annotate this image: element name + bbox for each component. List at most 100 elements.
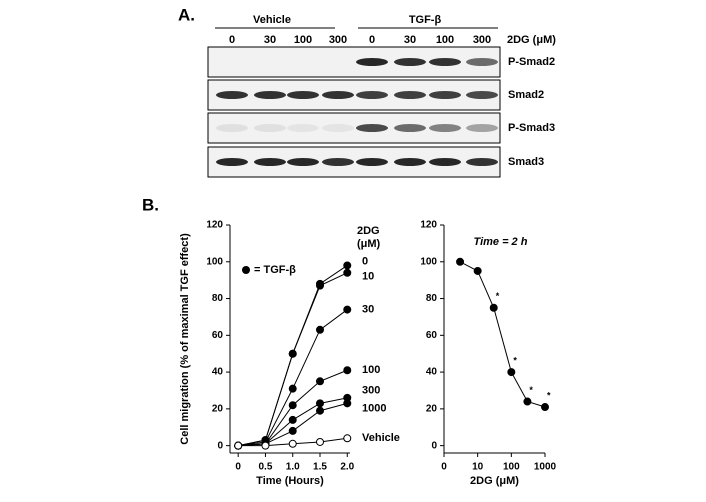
data-point [343, 261, 352, 270]
dose-label: 30 [404, 34, 416, 46]
x-tick-label: 1000 [534, 462, 557, 473]
y-tick-label: 80 [212, 293, 224, 304]
legend-title: (μM) [357, 238, 381, 250]
band [394, 58, 426, 66]
y-axis-label: Cell migration (% of maximal TGF effect) [179, 233, 191, 445]
band [429, 58, 461, 66]
band [356, 158, 388, 166]
y-tick-label: 120 [420, 220, 437, 231]
data-point [343, 434, 352, 443]
legend-marker [242, 266, 250, 274]
data-point [288, 401, 297, 410]
band [216, 158, 248, 166]
y-tick-label: 100 [206, 256, 223, 267]
y-tick-label: 20 [212, 404, 224, 415]
x-tick-label: 1.0 [286, 462, 300, 473]
band [466, 91, 498, 99]
band [466, 58, 498, 66]
data-point [456, 257, 465, 266]
band [322, 91, 354, 99]
dose-label: 30 [264, 34, 276, 46]
dose-header: 2DG (μM) [507, 34, 556, 46]
legend-label: = TGF-β [254, 264, 296, 276]
data-point [343, 366, 352, 375]
band [254, 124, 286, 132]
x-axis-label: Time (Hours) [256, 475, 324, 487]
data-point [343, 305, 352, 314]
series-line [238, 402, 348, 447]
x-tick-label: 0.5 [259, 462, 273, 473]
y-tick-label: 60 [212, 330, 224, 341]
dose-label: 0 [369, 34, 375, 46]
data-point [261, 441, 270, 450]
y-tick-label: 100 [420, 256, 437, 267]
band [254, 91, 286, 99]
data-point [507, 368, 516, 377]
panel-label: A. [178, 5, 195, 24]
data-point [343, 268, 352, 277]
band [216, 91, 248, 99]
band [356, 91, 388, 99]
band [394, 124, 426, 132]
band [429, 91, 461, 99]
band [466, 158, 498, 166]
series-label: 10 [362, 271, 374, 283]
data-point [288, 426, 297, 435]
row-label: Smad3 [508, 156, 544, 168]
y-tick-label: 0 [431, 440, 437, 451]
x-tick-label: 0 [441, 462, 447, 473]
band [322, 158, 354, 166]
panel-label: B. [142, 195, 159, 214]
legend-title: 2DG [357, 225, 380, 237]
band [287, 91, 319, 99]
band [429, 124, 461, 132]
y-tick-label: 60 [426, 330, 438, 341]
band [254, 158, 286, 166]
series-label: Vehicle [362, 432, 400, 444]
band [322, 124, 354, 132]
data-point [316, 399, 324, 408]
band [429, 158, 461, 166]
data-point [473, 266, 482, 275]
data-point [541, 403, 549, 412]
y-tick-label: 20 [426, 404, 438, 415]
series-label: 300 [362, 385, 380, 397]
significance-mark: * [513, 355, 517, 365]
data-point [489, 303, 498, 312]
significance-mark: * [529, 385, 533, 395]
series-label: 30 [362, 303, 374, 315]
data-point [316, 406, 324, 415]
band [287, 158, 319, 166]
series-line [238, 309, 348, 447]
x-tick-label: 10 [472, 462, 484, 473]
x-tick-label: 2.0 [340, 462, 354, 473]
group-label: Vehicle [253, 14, 291, 26]
x-tick-label: 100 [503, 462, 520, 473]
y-tick-label: 120 [206, 220, 223, 231]
data-point [316, 281, 324, 290]
dose-label: 100 [436, 34, 454, 46]
data-point [523, 397, 532, 406]
y-tick-label: 80 [426, 293, 438, 304]
band [356, 124, 388, 132]
dose-label: 300 [329, 34, 347, 46]
significance-mark: * [547, 390, 551, 400]
row-label: P-Smad2 [508, 56, 555, 68]
chart-title: Time = 2 h [474, 236, 528, 248]
band [216, 124, 248, 132]
series-label: 1000 [362, 402, 386, 414]
band [466, 124, 498, 132]
y-tick-label: 40 [426, 367, 438, 378]
significance-mark: * [496, 291, 500, 301]
band [394, 158, 426, 166]
data-point [288, 349, 297, 358]
dose-label: 100 [294, 34, 312, 46]
y-tick-label: 0 [217, 440, 223, 451]
x-tick-label: 1.5 [313, 462, 327, 473]
dose-label: 300 [473, 34, 491, 46]
band [287, 124, 319, 132]
band [394, 91, 426, 99]
row-label: Smad2 [508, 89, 544, 101]
data-point [316, 437, 324, 446]
